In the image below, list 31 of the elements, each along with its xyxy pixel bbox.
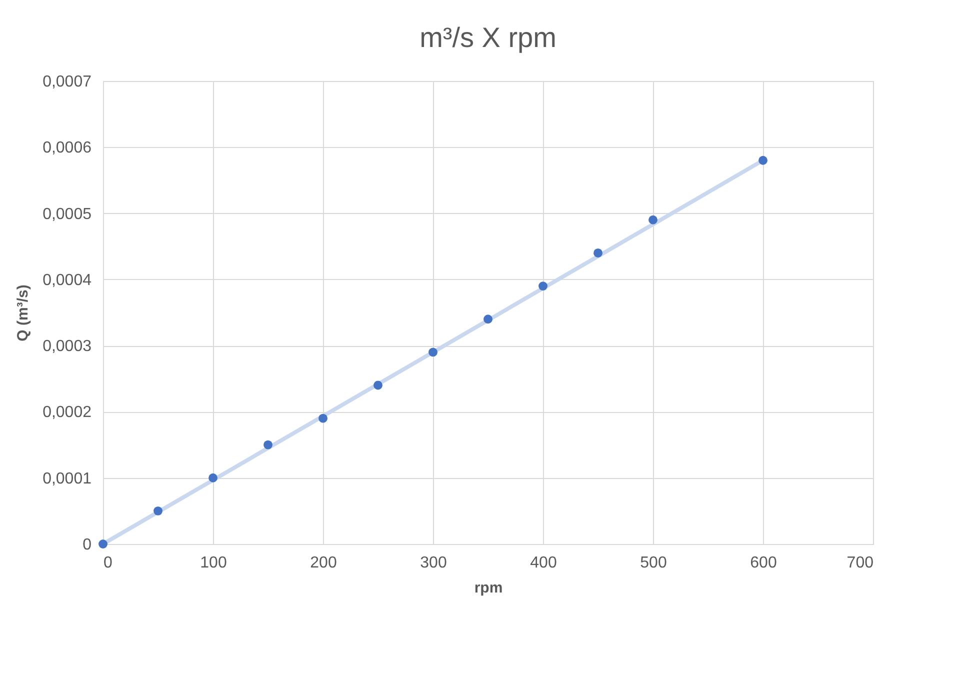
- y-tick-label: 0,0001: [42, 470, 92, 488]
- x-tick-label: 400: [530, 554, 557, 572]
- y-tick-label: 0,0006: [42, 140, 92, 157]
- y-tick-label: 0,0002: [42, 404, 92, 422]
- point: [154, 506, 162, 516]
- y-tick-label: 0,0003: [42, 338, 92, 356]
- point: [538, 282, 548, 291]
- y-tick-label: 0,0007: [42, 74, 92, 90]
- x-tick-label: 600: [750, 554, 777, 572]
- point: [428, 348, 438, 357]
- point: [484, 314, 492, 324]
- point: [594, 248, 602, 258]
- y-tick-label: 0,0005: [42, 206, 92, 223]
- x-tick-label: 300: [420, 554, 447, 572]
- x-tick-label: 0: [104, 554, 112, 572]
- point: [98, 540, 108, 548]
- point: [318, 414, 328, 423]
- y-tick-label: 0: [82, 536, 92, 554]
- point: [374, 380, 382, 390]
- x-tick-label: 700: [846, 554, 874, 572]
- y-axis-title: Q (m³/s): [14, 284, 32, 342]
- x-axis-title: rpm: [474, 580, 503, 596]
- x-tick-label: 100: [200, 554, 227, 572]
- x-tick-label: 500: [640, 554, 667, 572]
- point: [264, 440, 272, 450]
- chart-title: m³/s X rpm: [420, 22, 556, 53]
- point: [208, 473, 218, 482]
- y-tick-label: 0,0004: [42, 272, 92, 289]
- x-tick-label: 200: [310, 554, 337, 572]
- point: [648, 215, 658, 224]
- point: [758, 156, 768, 165]
